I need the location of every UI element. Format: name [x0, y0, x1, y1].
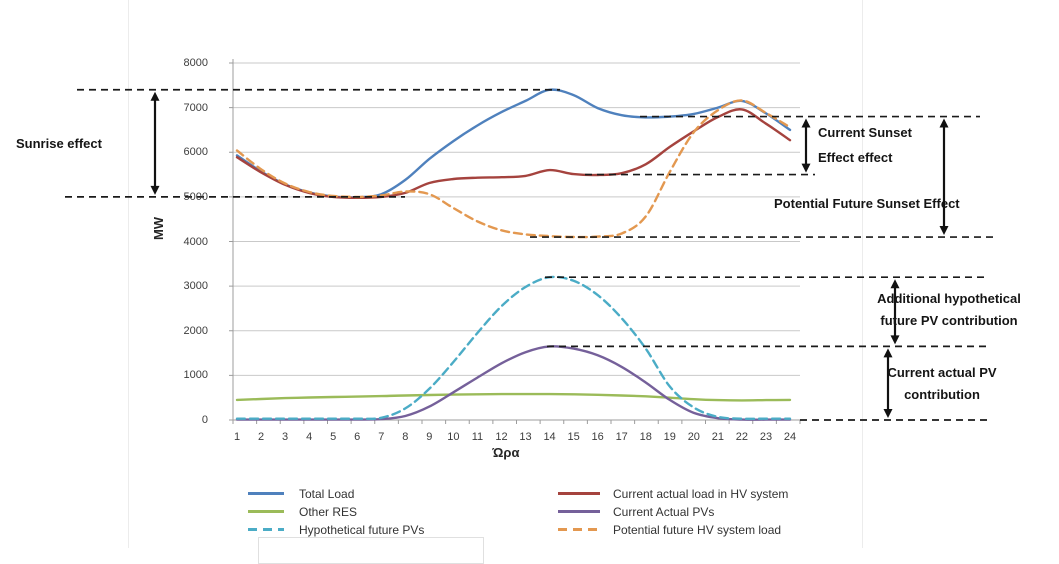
- x-tick-label: 14: [543, 431, 556, 443]
- x-tick-label: 16: [591, 431, 604, 443]
- x-tick-label: 18: [639, 431, 652, 443]
- x-tick-label: 12: [495, 431, 508, 443]
- annotation-current-actual-pv: Current actual PV contribution: [860, 362, 1024, 406]
- legend-label: Hypothetical future PVs: [299, 522, 425, 537]
- legend-line-swatch: [558, 491, 600, 496]
- legend-item: Total Load: [248, 486, 424, 501]
- x-tick-label: 2: [257, 431, 265, 443]
- x-tick-label: 17: [615, 431, 628, 443]
- arrow-head-down-sunrise: [150, 185, 160, 195]
- x-axis-title: Ώρα: [492, 445, 520, 460]
- arrow-head-up-additional-pv: [890, 279, 900, 289]
- y-tick-label: 4000: [183, 235, 208, 248]
- x-tick-label: 6: [354, 431, 361, 443]
- legend-dashed-line-swatch: [248, 527, 284, 532]
- annotation-line: contribution: [904, 387, 980, 402]
- legend-label: Total Load: [299, 486, 355, 501]
- y-tick-label: 5000: [183, 190, 208, 203]
- x-tick-label: 3: [282, 431, 289, 443]
- legend-item: Other RES: [248, 504, 424, 519]
- annotation-line: Current actual PV: [887, 365, 997, 380]
- annotation-line: Additional hypothetical: [877, 291, 1021, 306]
- legend-column: Current actual load in HV system Current …: [558, 487, 788, 541]
- series-line-current-actual-pvs: [235, 345, 792, 421]
- y-tick-label: 7000: [183, 101, 208, 114]
- chart-legend: Total Load Other RES Hypothetical future P…: [0, 487, 1059, 547]
- series-line-total-load: [235, 88, 792, 199]
- arrow-head-up-current-sunset: [801, 118, 811, 128]
- legend-artifact-box: [258, 537, 484, 564]
- x-tick-label: 1: [233, 431, 241, 443]
- annotation-potential-future-sunset-effect: Potential Future Sunset Effect: [774, 196, 960, 211]
- legend-item: Hypothetical future PVs: [248, 522, 425, 537]
- x-tick-label: 22: [735, 431, 749, 443]
- series-line-hypothetical-future-pvs: [235, 275, 792, 421]
- x-tick-label: 24: [783, 431, 797, 443]
- x-tick-label: 13: [519, 431, 532, 443]
- arrow-head-up-potential-sunset: [939, 118, 949, 128]
- y-tick-label: 1000: [183, 369, 208, 382]
- legend-item: Potential future HV system load: [558, 522, 788, 537]
- annotation-line: future PV contribution: [880, 313, 1018, 328]
- x-tick-label: 5: [330, 431, 337, 443]
- x-tick-label: 11: [471, 431, 484, 443]
- x-tick-label: 21: [711, 431, 724, 443]
- legend-label: Other RES: [299, 504, 358, 519]
- x-tick-label: 8: [402, 431, 409, 443]
- y-tick-label: 0: [201, 414, 208, 426]
- x-tick-label: 15: [567, 431, 580, 443]
- series-line-current-actual-load-in-hv-system: [235, 108, 792, 200]
- y-axis-title: MW: [151, 216, 167, 241]
- x-tick-label: 7: [378, 431, 385, 443]
- legend-line-swatch: [558, 509, 600, 514]
- annotation-additional-hypothetical-pv: Additional hypothetical future PV contri…: [856, 288, 1042, 332]
- y-tick-label: 6000: [183, 146, 208, 159]
- legend-label: Current Actual PVs: [613, 504, 715, 519]
- annotation-line: Current Sunset: [818, 125, 912, 140]
- legend-line-swatch: [248, 509, 284, 514]
- x-tick-label: 23: [759, 431, 773, 443]
- arrow-head-down-current-sunset: [801, 163, 811, 173]
- legend-line-swatch: [248, 491, 284, 496]
- legend-column: Total Load Other RES Hypothetical future P…: [248, 487, 424, 541]
- series-line-other-res: [235, 392, 792, 402]
- arrow-head-down-potential-sunset: [939, 226, 949, 236]
- arrow-head-down-additional-pv: [890, 335, 900, 345]
- arrow-head-down-current-pv: [883, 409, 893, 418]
- legend-item: Current actual load in HV system: [558, 486, 789, 501]
- y-tick-label: 3000: [183, 280, 208, 293]
- x-tick-label: 19: [663, 431, 676, 443]
- x-tick-label: 20: [687, 431, 700, 443]
- x-tick-label: 10: [447, 431, 460, 443]
- legend-label: Potential future HV system load: [613, 522, 782, 537]
- series-line-potential-future-hv-system-load: [235, 99, 792, 239]
- annotation-line: Effect effect: [818, 150, 893, 165]
- x-tick-label: 4: [306, 431, 313, 443]
- annotation-current-sunset-effect: Current Sunset Effect effect: [818, 120, 938, 170]
- annotation-sunrise-effect: Sunrise effect: [16, 136, 102, 151]
- arrow-head-up-current-pv: [883, 348, 893, 358]
- arrow-head-up-sunrise: [150, 91, 160, 101]
- legend-label: Current actual load in HV system: [613, 486, 789, 501]
- x-tick-label: 9: [426, 431, 433, 443]
- y-tick-label: 2000: [183, 324, 208, 337]
- legend-item: Current Actual PVs: [558, 504, 788, 519]
- y-tick-label: 8000: [183, 57, 208, 69]
- legend-dashed-line-swatch: [558, 527, 600, 532]
